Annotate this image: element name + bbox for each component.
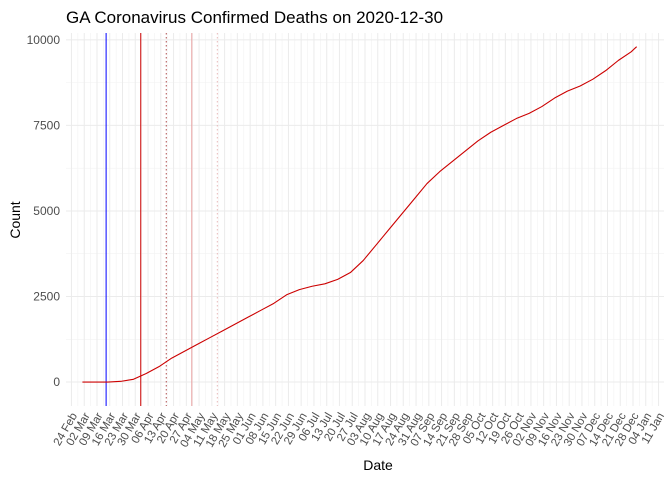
series-line-deaths bbox=[82, 46, 638, 383]
chart-title: GA Coronavirus Confirmed Deaths on 2020-… bbox=[66, 8, 443, 27]
x-axis-title: Date bbox=[363, 457, 393, 473]
y-axis-title: Count bbox=[7, 201, 23, 238]
grid bbox=[66, 33, 664, 406]
reference-lines bbox=[105, 33, 218, 406]
y-tick-label: 10000 bbox=[27, 33, 61, 47]
y-tick-label: 0 bbox=[53, 375, 60, 389]
series-layer bbox=[82, 46, 638, 383]
y-tick-label: 7500 bbox=[33, 118, 60, 132]
y-tick-label: 2500 bbox=[33, 289, 60, 303]
y-tick-label: 5000 bbox=[33, 204, 60, 218]
y-axis: 0 2500 5000 7500 10000 bbox=[27, 33, 61, 389]
